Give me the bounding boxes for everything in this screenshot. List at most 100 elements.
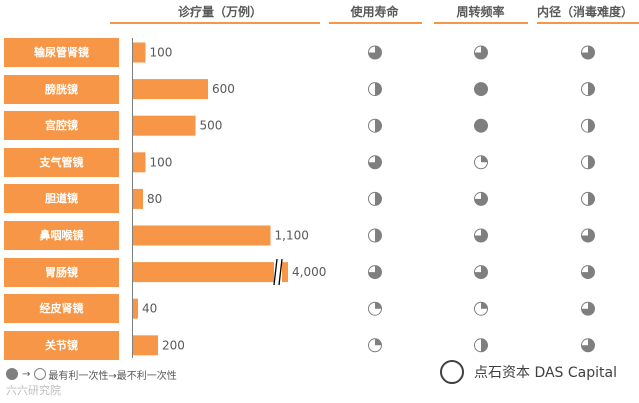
turnover-rating-icon [474, 301, 488, 316]
rating-circle-outline [474, 82, 488, 97]
rating-fill-wedge [581, 229, 595, 242]
category-label: 关节镜 [4, 330, 119, 360]
diameter-rating-icon [581, 191, 595, 206]
diameter-rating-icon [581, 265, 595, 280]
data-label: 600 [212, 82, 235, 96]
life-rating-icon [368, 45, 382, 60]
right-watermark: 点石资本 DAS Capital [440, 360, 617, 384]
rating-fill-wedge [481, 155, 488, 163]
category-label: 支气管镜 [4, 147, 119, 177]
bar [133, 335, 158, 356]
rating-fill-wedge [368, 265, 382, 279]
life-rating-icon [368, 265, 382, 280]
category-label: 胆道镜 [4, 184, 119, 214]
rating-fill-wedge [474, 192, 488, 206]
category-label: 宫腔镜 [4, 111, 119, 141]
data-label: 200 [162, 338, 185, 352]
diameter-rating-icon [581, 228, 595, 243]
rating-fill-wedge [581, 265, 595, 279]
life-rating-icon [368, 118, 382, 133]
bar [133, 115, 196, 136]
life-rating-icon [368, 301, 382, 316]
bar [133, 152, 146, 173]
rating-fill-wedge [375, 338, 382, 346]
rating-fill-wedge [368, 155, 382, 169]
volume-header: 诊疗量（万例） [177, 5, 262, 19]
rating-fill-wedge [375, 229, 382, 242]
left-watermark: 六六研究院 [6, 384, 61, 397]
axis-break-gap [274, 259, 282, 286]
legend-full-circle-icon [6, 368, 18, 380]
life-header-underline [329, 22, 422, 24]
rating-fill-wedge [581, 46, 595, 59]
rating-fill-wedge [588, 82, 595, 96]
diameter-rating-icon [581, 118, 595, 133]
rating-fill-wedge [474, 229, 488, 242]
rating-fill-wedge [375, 82, 382, 96]
rating-fill-wedge [368, 46, 382, 59]
life-rating-icon [368, 82, 382, 97]
diameter-rating-icon [581, 82, 595, 97]
data-label: 500 [200, 119, 223, 133]
data-label: 4,000 [292, 265, 326, 279]
diameter-rating-icon [581, 155, 595, 170]
legend-empty-circle-icon [34, 368, 47, 380]
rating-fill-wedge [375, 302, 382, 309]
bar [133, 225, 271, 246]
turnover-rating-icon [474, 155, 488, 170]
life-rating-icon [368, 338, 382, 353]
rating-fill-wedge [588, 192, 595, 206]
data-label: 80 [147, 192, 162, 206]
wechat-logo-icon [440, 360, 464, 384]
category-label: 输尿管肾镜 [4, 38, 119, 67]
axis-break-mark [273, 259, 278, 286]
bar [133, 79, 208, 100]
rating-fill-wedge [375, 119, 382, 133]
rating-fill-wedge [588, 119, 595, 133]
turnover-rating-icon [474, 228, 488, 243]
data-label: 100 [150, 155, 173, 169]
turnover-rating-icon [474, 191, 488, 206]
turnover-header: 周转频率 [456, 5, 505, 19]
rating-fill-wedge [474, 265, 488, 279]
life-rating-icon [368, 228, 382, 243]
rating-fill-wedge [581, 302, 595, 316]
legend: → 最有利一次性→最不利一次性 [4, 364, 177, 384]
bar [133, 42, 146, 63]
rating-circle-outline [474, 118, 488, 133]
rating-fill-wedge [375, 192, 382, 206]
turnover-rating-icon [474, 82, 488, 97]
rating-fill-wedge [481, 338, 488, 352]
life-rating-icon [368, 191, 382, 206]
diameter-rating-icon [581, 338, 595, 353]
rating-fill-wedge [474, 46, 488, 59]
rating-fill-wedge [588, 155, 595, 169]
diameter-header-underline [537, 22, 639, 24]
diameter-rating-icon [581, 301, 595, 316]
bar [133, 188, 143, 209]
life-rating-icon [368, 155, 382, 170]
axis-break-mark [278, 259, 283, 286]
turnover-header-underline [434, 22, 528, 24]
rating-fill-wedge [581, 338, 595, 352]
category-label: 鼻咽喉镜 [4, 221, 119, 250]
life-header: 使用寿命 [350, 5, 399, 19]
diameter-header: 内径（消毒难度） [536, 5, 633, 19]
category-label: 经皮肾镜 [4, 294, 119, 324]
data-label: 1,100 [275, 229, 309, 243]
rating-fill-wedge [481, 302, 488, 309]
turnover-rating-icon [474, 338, 488, 353]
volume-header-underline [110, 22, 320, 24]
bar [133, 262, 288, 283]
data-label: 100 [150, 46, 173, 60]
legend-arrow-icon: → [22, 368, 31, 380]
legend-text: 最有利一次性→最不利一次性 [48, 370, 177, 382]
bar [133, 298, 138, 319]
turnover-rating-icon [474, 118, 488, 133]
data-label: 40 [142, 302, 157, 316]
turnover-rating-icon [474, 265, 488, 280]
category-label: 胃肠镜 [4, 257, 119, 287]
right-watermark-text: 点石资本 DAS Capital [474, 365, 617, 381]
category-label: 膀胱镜 [4, 74, 119, 104]
